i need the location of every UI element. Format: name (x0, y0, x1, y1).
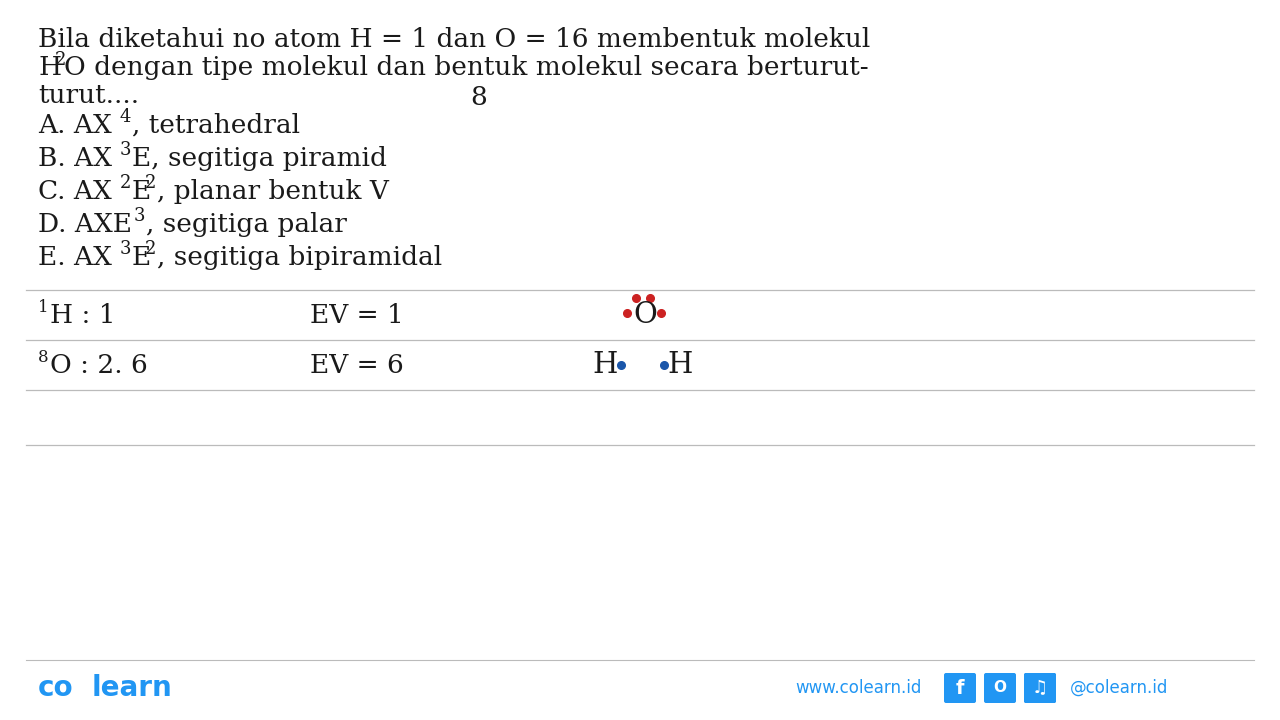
Text: Bila diketahui no atom H = 1 dan O = 16 membentuk molekul: Bila diketahui no atom H = 1 dan O = 16 … (38, 27, 870, 52)
Text: 2: 2 (145, 240, 156, 258)
Text: O: O (993, 680, 1006, 696)
FancyBboxPatch shape (1024, 673, 1056, 703)
Text: 1: 1 (38, 299, 49, 316)
Text: EV = 6: EV = 6 (310, 353, 403, 378)
Text: 3: 3 (120, 240, 132, 258)
Text: O: O (634, 301, 657, 329)
Text: O : 2. 6: O : 2. 6 (50, 353, 147, 378)
Text: E: E (132, 179, 151, 204)
Text: H: H (38, 55, 61, 80)
Text: E, segitiga piramid: E, segitiga piramid (132, 146, 387, 171)
Text: , segitiga palar: , segitiga palar (146, 212, 347, 237)
Text: learn: learn (92, 674, 173, 702)
Text: O dengan tipe molekul dan bentuk molekul secara berturut-: O dengan tipe molekul dan bentuk molekul… (64, 55, 869, 80)
Text: @colearn.id: @colearn.id (1070, 679, 1169, 697)
Text: 2: 2 (120, 174, 132, 192)
Text: H: H (593, 351, 618, 379)
Text: , planar bentuk V: , planar bentuk V (157, 179, 389, 204)
Text: A. AX: A. AX (38, 113, 111, 138)
FancyBboxPatch shape (1024, 673, 1056, 703)
Text: 2: 2 (55, 51, 67, 69)
Text: E: E (132, 245, 151, 270)
Text: , tetrahedral: , tetrahedral (132, 113, 300, 138)
Text: 3: 3 (134, 207, 146, 225)
Text: 8: 8 (470, 85, 486, 110)
Text: f: f (956, 678, 964, 698)
Text: H: H (667, 351, 692, 379)
Text: 8: 8 (38, 349, 49, 366)
Text: C. AX: C. AX (38, 179, 111, 204)
Text: H : 1: H : 1 (50, 303, 115, 328)
Text: ♫: ♫ (1032, 679, 1048, 697)
Text: turut....: turut.... (38, 83, 140, 108)
Text: www.colearn.id: www.colearn.id (795, 679, 922, 697)
Text: 4: 4 (120, 108, 132, 126)
Text: B. AX: B. AX (38, 146, 113, 171)
Text: E. AX: E. AX (38, 245, 111, 270)
Text: 2: 2 (145, 174, 156, 192)
Text: 3: 3 (120, 141, 132, 159)
FancyBboxPatch shape (945, 673, 977, 703)
Text: D. AXE: D. AXE (38, 212, 132, 237)
Text: co: co (38, 674, 74, 702)
Text: EV = 1: EV = 1 (310, 303, 403, 328)
Text: , segitiga bipiramidal: , segitiga bipiramidal (157, 245, 442, 270)
Circle shape (987, 675, 1012, 701)
FancyBboxPatch shape (984, 673, 1016, 703)
